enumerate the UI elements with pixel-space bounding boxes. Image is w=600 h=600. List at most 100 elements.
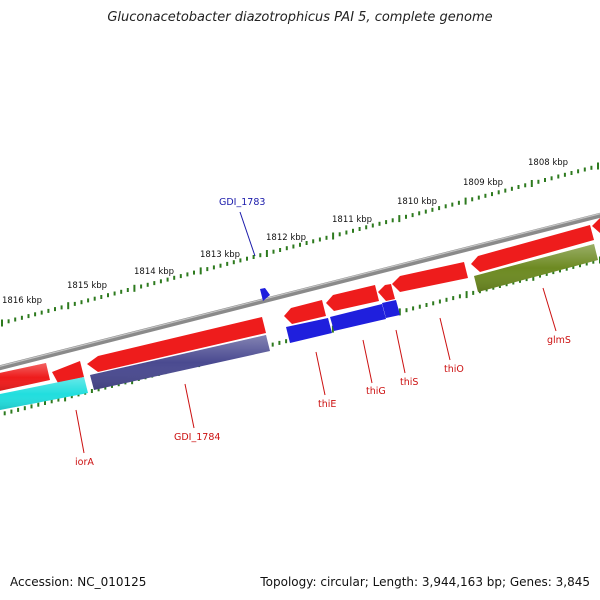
feature-thio-upstream[interactable]	[392, 262, 468, 292]
scale-tick-minor	[378, 221, 381, 226]
scale-label-1816: 1816 kbp	[2, 296, 42, 306]
scale-tick-minor	[444, 204, 447, 209]
leader-iora	[75, 409, 85, 454]
scale-tick-minor	[166, 277, 169, 282]
inner-scale-tick-minor	[565, 266, 568, 271]
scale-tick-minor	[47, 308, 50, 313]
scale-tick-minor	[391, 218, 394, 223]
inner-scale-tick-minor	[452, 296, 455, 301]
gene-label-gdi1784[interactable]: GDI_1784	[174, 432, 220, 443]
feature-glms-upstream[interactable]	[471, 225, 594, 272]
scale-tick-minor	[186, 272, 189, 277]
scale-tick-minor	[159, 279, 162, 284]
scale-tick-minor	[54, 307, 56, 312]
scale-tick-minor	[292, 244, 295, 249]
scale-tick-minor	[206, 267, 209, 272]
scale-tick-minor	[7, 319, 10, 324]
scale-tick-minor	[358, 227, 361, 231]
inner-scale-tick-minor	[458, 294, 461, 299]
gene-label-iora[interactable]: iorA	[75, 457, 94, 468]
scale-label-1812: 1812 kbp	[266, 233, 306, 243]
inner-scale-tick-minor	[572, 264, 575, 269]
scale-tick-minor	[140, 284, 143, 289]
inner-scale-tick-major	[64, 394, 67, 402]
gene-label-this[interactable]: thiS	[400, 377, 418, 388]
scale-tick-minor	[484, 193, 487, 198]
scale-tick-major	[133, 284, 136, 292]
gene-label-gdi1783[interactable]: GDI_1783	[219, 197, 265, 208]
scale-tick-major	[332, 232, 335, 240]
inner-scale-tick-minor	[285, 339, 288, 344]
inner-scale-tick-minor	[104, 385, 107, 390]
feature-gdi1784-upstream[interactable]	[87, 317, 266, 372]
scale-tick-minor	[563, 172, 566, 177]
inner-scale-tick-minor	[432, 301, 435, 306]
scale-tick-minor	[173, 275, 176, 280]
scale-tick-minor	[80, 300, 83, 305]
scale-tick-minor	[232, 260, 235, 265]
scale-label-1814: 1814 kbp	[134, 267, 174, 277]
inner-scale-tick-major	[331, 325, 334, 333]
scale-tick-minor	[477, 195, 480, 200]
scale-tick-minor	[146, 282, 149, 287]
feature-gdi1783[interactable]	[260, 288, 270, 301]
genome-title: Gluconacetobacter diazotrophicus PAI 5, …	[107, 10, 493, 25]
inner-scale-tick-minor	[579, 263, 581, 268]
scale-tick-minor	[371, 223, 374, 228]
feature-this-upstream[interactable]	[378, 284, 395, 301]
inner-scale-tick-minor	[445, 297, 448, 302]
scale-tick-minor	[299, 242, 301, 247]
scale-tick-minor	[318, 237, 321, 242]
scale-tick-major	[199, 267, 202, 275]
scale-ticks	[1, 162, 599, 327]
feature-gene-right-edge[interactable]	[592, 217, 600, 233]
inner-scale-tick-minor	[90, 389, 93, 393]
genome-backbone-highlight	[0, 213, 600, 367]
scale-tick-minor	[451, 202, 454, 207]
gene-label-glms[interactable]: glmS	[547, 335, 571, 346]
scale-label-1810: 1810 kbp	[397, 197, 437, 207]
gene-label-thio[interactable]: thiO	[444, 364, 464, 375]
inner-scale-tick-minor	[418, 304, 421, 309]
scale-tick-minor	[570, 171, 573, 175]
scale-tick-minor	[40, 310, 43, 315]
scale-tick-minor	[557, 174, 560, 179]
inner-scale-tick-minor	[525, 277, 528, 282]
scale-tick-minor	[338, 232, 341, 237]
accession-info: Accession: NC_010125	[10, 575, 147, 589]
scale-tick-minor	[279, 248, 282, 252]
inner-scale-tick-minor	[438, 299, 441, 304]
inner-scale-tick-minor	[3, 411, 6, 416]
scale-labels: 1816 kbp 1815 kbp 1814 kbp 1813 kbp 1812…	[2, 158, 568, 306]
leader-gdi1783	[239, 211, 256, 257]
gene-label-thig[interactable]: thiG	[366, 386, 386, 397]
scale-tick-minor	[305, 241, 308, 245]
feature-thie[interactable]	[286, 318, 332, 343]
inner-scale-tick-major	[398, 308, 401, 316]
inner-scale-tick-minor	[57, 397, 60, 402]
gene-label-thie[interactable]: thiE	[318, 399, 336, 410]
scale-tick-minor	[431, 207, 434, 212]
scale-tick-minor	[120, 289, 123, 294]
inner-scale-tick-minor	[50, 399, 53, 404]
scale-tick-minor	[212, 265, 215, 270]
scale-tick-minor	[550, 176, 553, 181]
scale-tick-minor	[312, 239, 315, 244]
feature-thig-upstream[interactable]	[326, 285, 379, 311]
feature-iora-upstream[interactable]	[52, 361, 84, 383]
scale-tick-major	[597, 162, 599, 170]
feature-this[interactable]	[382, 300, 400, 318]
feature-thie-upstream[interactable]	[284, 300, 326, 324]
scale-tick-minor	[246, 256, 248, 261]
inner-scale-tick-minor	[585, 261, 588, 266]
feature-thig[interactable]	[330, 304, 386, 331]
scale-tick-minor	[438, 206, 441, 211]
inner-scale-tick-minor	[30, 404, 33, 409]
scale-tick-minor	[510, 186, 513, 191]
scale-tick-minor	[590, 165, 593, 170]
inner-scale-tick-minor	[271, 342, 274, 347]
scale-label-1813: 1813 kbp	[200, 250, 240, 260]
gene-label-leaders	[75, 211, 557, 454]
scale-tick-minor	[87, 298, 90, 303]
